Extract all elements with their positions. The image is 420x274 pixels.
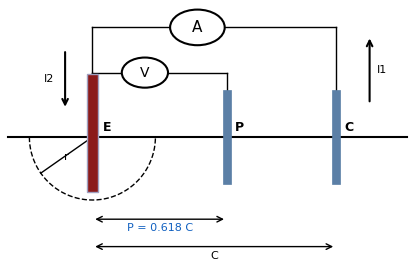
Text: I1: I1 bbox=[377, 65, 387, 75]
Text: C: C bbox=[344, 121, 354, 134]
Text: C: C bbox=[210, 251, 218, 261]
Text: E: E bbox=[103, 121, 112, 134]
Bar bbox=[223, 90, 231, 184]
Circle shape bbox=[122, 58, 168, 88]
Text: I2: I2 bbox=[44, 75, 55, 84]
Circle shape bbox=[170, 10, 225, 45]
Text: P = 0.618 C: P = 0.618 C bbox=[126, 223, 193, 233]
Text: r: r bbox=[64, 152, 69, 162]
Bar bbox=[87, 74, 98, 192]
Text: V: V bbox=[140, 65, 150, 80]
Text: A: A bbox=[192, 20, 202, 35]
Text: P: P bbox=[235, 121, 244, 134]
Bar bbox=[332, 90, 340, 184]
